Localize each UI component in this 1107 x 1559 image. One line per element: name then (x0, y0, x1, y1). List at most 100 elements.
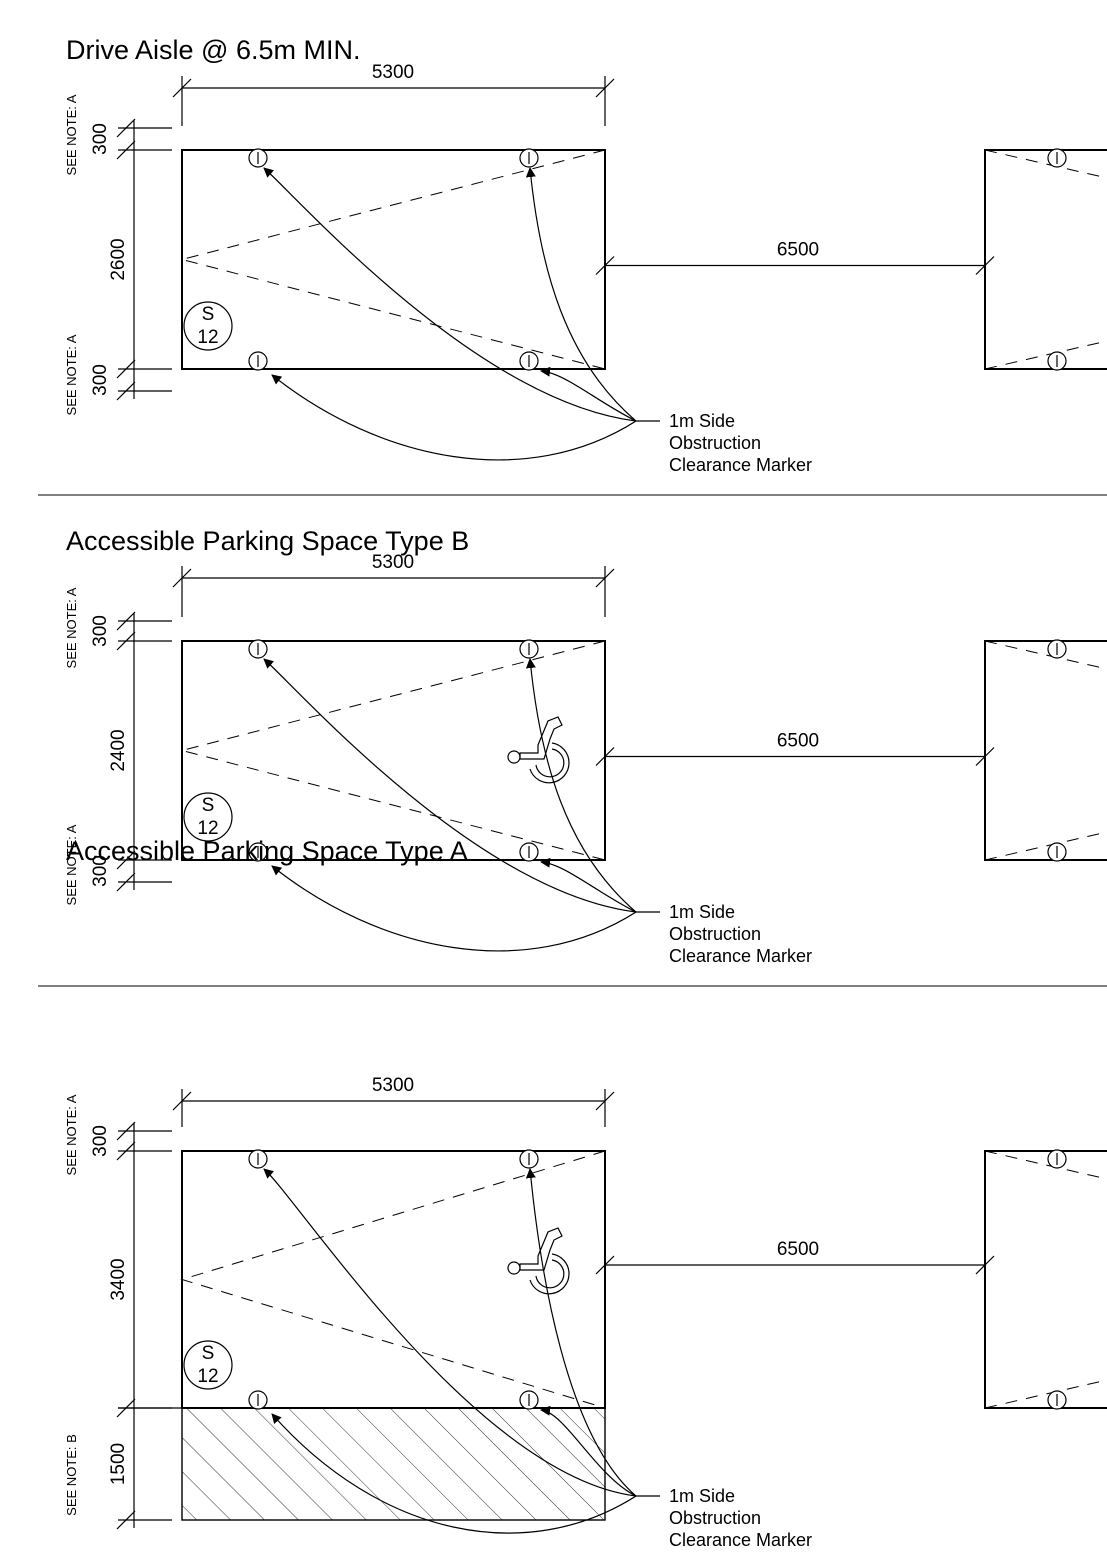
bottom-buffer-dim-label: 300 (90, 364, 111, 396)
depth-dimension: 300 2600 300 SEE NOTE: A SEE NOTE: A (64, 94, 172, 415)
aisle-dimension: 6500 (595, 1239, 995, 1275)
space-marker-badge: S12 (183, 1340, 233, 1390)
figure-head (507, 750, 521, 764)
top-note-label: SEE NOTE: A (64, 94, 79, 175)
bottom-buffer-dim-label: 300 (90, 855, 111, 887)
space-marker-badge: S12 (183, 792, 233, 842)
callout-line-1: 1m Side (669, 1486, 735, 1506)
width-dimension: 5300 (172, 1075, 615, 1127)
aisle-dim-label: 6500 (777, 240, 819, 261)
opposite-bay (984, 1150, 1107, 1409)
marker-circle (183, 301, 233, 351)
opposite-bay-diagonal (984, 640, 1107, 670)
bollard-post (1047, 1390, 1067, 1410)
bay-depth-dim-label: 2600 (108, 238, 129, 280)
dimension-tick (116, 631, 136, 651)
section-3: Accessible Parking Space Type A 5300 6500 3… (64, 836, 1107, 1550)
top-buffer-dim-label: 300 (90, 1125, 111, 1157)
dimension-tick (116, 872, 136, 892)
dimension-tick (172, 568, 192, 588)
bollard-post (248, 1390, 268, 1410)
bay-diagonal-lines (180, 640, 606, 861)
dimension-tick (116, 1510, 136, 1530)
callout-line-3: Clearance Marker (669, 1530, 812, 1550)
arrow-to-bottom-right-post (540, 1405, 637, 1497)
dimension-tick (116, 359, 136, 379)
section-title: Drive Aisle @ 6.5m MIN. (66, 35, 360, 65)
callout-line-3: Clearance Marker (669, 946, 812, 966)
aisle-dimension: 6500 (595, 731, 995, 766)
bottom-note-label: SEE NOTE: B (64, 1434, 79, 1516)
width-dimension: 5300 (172, 552, 615, 617)
marker-number: 12 (197, 327, 218, 348)
bottom-note-label: SEE NOTE: A (64, 824, 79, 905)
dimension-tick (172, 78, 192, 98)
arrow-to-top-right-post (525, 658, 637, 913)
depth-dimension: 300 2400 300 SEE NOTE: A SEE NOTE: A (64, 587, 172, 905)
width-dimension: 5300 (172, 62, 615, 126)
marker-number: 12 (197, 1366, 218, 1387)
opposite-bay (984, 640, 1107, 861)
top-buffer-dim-label: 300 (90, 123, 111, 155)
callout-line-2: Obstruction (669, 433, 761, 453)
aisle-dimension: 6500 (595, 240, 995, 275)
marker-circle (183, 1340, 233, 1390)
bollard-post (248, 148, 268, 168)
callout-line-3: Clearance Marker (669, 455, 812, 475)
dimension-tick (116, 850, 136, 870)
parking-bay (181, 1150, 606, 1409)
clearance-arrows (263, 1168, 637, 1534)
wheel-inner (535, 1259, 565, 1289)
dimension-tick (975, 1255, 995, 1275)
bollard-post (519, 351, 539, 371)
accessible-symbol-icon (507, 716, 570, 784)
dimension-tick (595, 78, 615, 98)
dimension-tick (116, 140, 136, 160)
marker-circle (183, 792, 233, 842)
arrow-to-top-right-post (525, 1168, 637, 1497)
bollard-post (1047, 351, 1067, 371)
arrow-to-bottom-left-post (271, 374, 637, 461)
bay-depth-dim-label: 3400 (108, 1258, 129, 1300)
callout-line-2: Obstruction (669, 924, 761, 944)
width-dim-label: 5300 (372, 552, 414, 573)
dimension-tick (172, 1091, 192, 1111)
callout-line-1: 1m Side (669, 411, 735, 431)
figure-body (519, 1227, 563, 1271)
callout-line-2: Obstruction (669, 1508, 761, 1528)
clearance-arrows (263, 167, 637, 461)
callout-line-1: 1m Side (669, 902, 735, 922)
dimension-tick (116, 381, 136, 401)
arrow-to-bottom-left-post (271, 1413, 637, 1534)
aisle-dim-label: 6500 (777, 731, 819, 752)
parking-bay (181, 149, 606, 370)
dimension-tick (116, 118, 136, 138)
marker-letter: S (202, 1343, 215, 1364)
width-dim-label: 5300 (372, 1075, 414, 1096)
bollard-post (519, 842, 539, 862)
wheel-outer (529, 742, 570, 784)
clearance-arrows (263, 658, 637, 952)
marker-letter: S (202, 795, 215, 816)
arrow-to-top-left-post (263, 167, 637, 422)
wheel-outer (529, 1253, 570, 1295)
arrow-to-top-left-post (263, 658, 637, 913)
arrow-to-bottom-right-post (540, 857, 637, 913)
dimension-tick (595, 256, 615, 275)
dimension-tick (595, 568, 615, 588)
marker-number: 12 (197, 818, 218, 839)
bollard-post (1047, 639, 1067, 659)
bollard-post (1047, 148, 1067, 168)
bollard-post (248, 351, 268, 371)
top-buffer-dim-label: 300 (90, 615, 111, 647)
bay-diagonal-lines (180, 149, 606, 370)
aisle-dim-label: 6500 (777, 1239, 819, 1260)
wheel-inner (535, 748, 565, 778)
figure-body (519, 716, 563, 760)
opposite-bay-diagonal (984, 340, 1107, 370)
arrow-to-top-right-post (525, 167, 637, 422)
